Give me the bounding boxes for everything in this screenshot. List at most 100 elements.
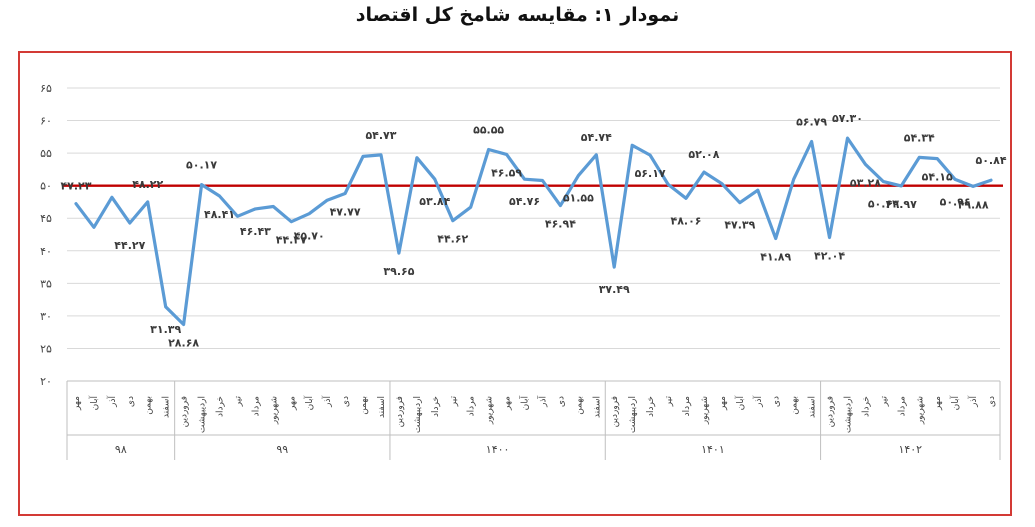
- series-line: [74, 136, 993, 327]
- x-tick-label: تیر: [449, 396, 459, 408]
- x-tick-label: آبان: [88, 396, 100, 411]
- data-label: ۴۷.۳۹: [724, 219, 755, 232]
- x-tick-label: اردیبهشت: [843, 396, 853, 433]
- data-label: ۵۰.۶۳: [868, 198, 899, 211]
- y-tick-label: ۴۵: [40, 212, 52, 225]
- x-group-label: ۱۴۰۱: [701, 443, 725, 456]
- y-tick-label: ۲۵: [40, 342, 52, 355]
- x-tick-label: اسفند: [808, 396, 818, 418]
- x-tick-label: آبان: [949, 396, 961, 411]
- chart-frame: [18, 51, 1012, 516]
- data-label: ۳۷.۴۹: [599, 283, 630, 296]
- data-label: ۴۱.۸۹: [760, 250, 791, 263]
- data-label: ۴۹.۸۸: [958, 198, 989, 211]
- x-tick-label: دی: [126, 396, 136, 407]
- data-label: ۲۸.۶۸: [168, 336, 199, 349]
- data-label: ۴۴.۲۷: [114, 239, 145, 252]
- x-tick-label: آذر: [752, 396, 764, 408]
- data-label: ۵۱.۵۵: [563, 192, 594, 205]
- x-tick-label: شهریور: [915, 396, 925, 425]
- x-tick-label: فروردین: [826, 396, 836, 427]
- series-layer: [74, 136, 993, 327]
- x-group-label: ۱۴۰۰: [486, 443, 510, 456]
- x-tick-label: آذر: [106, 396, 118, 408]
- data-label: ۴۵.۷۰: [294, 230, 325, 243]
- data-label: ۴۴.۴۷: [276, 234, 307, 247]
- x-tick-label: خرداد: [861, 396, 871, 417]
- y-tick-label: ۵۵: [40, 147, 52, 160]
- x-tick-label: شهریور: [269, 396, 279, 425]
- x-tick-label: آبان: [519, 396, 531, 411]
- data-label: ۵۲.۰۸: [688, 148, 719, 161]
- x-tick-label: خرداد: [216, 396, 226, 417]
- data-label: ۵۶.۱۷: [635, 167, 666, 180]
- x-tick-label: اسفند: [162, 396, 172, 418]
- data-label: ۵۴.۳۴: [904, 131, 935, 144]
- x-tick-label: آبان: [734, 396, 746, 411]
- data-label: ۳۹.۶۵: [383, 265, 414, 278]
- x-tick-label: شهریور: [485, 396, 495, 425]
- x-tick-label: آذر: [321, 396, 333, 408]
- y-tick-label: ۳۵: [40, 277, 52, 290]
- chart-title: نمودار ۱: مقایسه شامخ کل اقتصاد: [355, 4, 680, 26]
- x-tick-label: اردیبهشت: [198, 396, 208, 433]
- data-label: ۴۸.۴۱: [204, 208, 235, 221]
- data-label: ۴۶.۵۹: [491, 166, 522, 179]
- data-label: ۵۴.۷۶: [509, 195, 540, 208]
- x-tick-label: اردیبهشت: [413, 396, 423, 433]
- x-group-label: ۹۸: [115, 443, 127, 456]
- y-tick-label: ۶۵: [40, 82, 52, 95]
- x-tick-label: آبان: [303, 396, 315, 411]
- x-tick-label: فروردین: [180, 396, 190, 427]
- data-label: ۴۷.۷۷: [330, 205, 361, 218]
- x-tick-label: آذر: [967, 396, 979, 408]
- x-tick-label: مهر: [287, 396, 297, 411]
- data-label: ۴۹.۹۷: [886, 198, 917, 211]
- x-tick-label: تیر: [233, 396, 243, 408]
- y-tick-label: ۲۰: [40, 375, 52, 388]
- data-label: ۴۶.۹۴: [545, 218, 576, 231]
- x-tick-label: اردیبهشت: [628, 396, 638, 433]
- x-tick-label: خرداد: [431, 396, 441, 417]
- data-label: ۴۶.۴۳: [240, 225, 271, 238]
- data-label: ۵۵.۵۵: [473, 124, 504, 137]
- x-tick-label: خرداد: [646, 396, 656, 417]
- x-tick-label: مرداد: [897, 396, 907, 416]
- data-label: ۴۲.۰۴: [814, 249, 845, 262]
- x-group-label: ۹۹: [276, 443, 288, 456]
- y-tick-label: ۵۰: [40, 180, 52, 193]
- x-tick-label: مهر: [72, 396, 82, 411]
- x-tick-label: مرداد: [467, 396, 477, 416]
- data-label: ۳۱.۳۹: [150, 323, 181, 336]
- x-tick-label: مرداد: [682, 396, 692, 416]
- x-tick-label: مهر: [718, 396, 728, 411]
- data-label: ۵۴.۱۵: [922, 171, 953, 184]
- x-tick-label: دی: [987, 396, 997, 407]
- x-tick-label: تیر: [879, 396, 889, 408]
- x-tick-label: آذر: [536, 396, 548, 408]
- y-tick-label: ۳۰: [40, 310, 52, 323]
- x-tick-label: بهمن: [359, 396, 369, 415]
- y-tick-label: ۴۰: [40, 245, 52, 258]
- data-label: ۵۴.۷۳: [365, 129, 396, 142]
- data-label: ۵۰.۹۶: [940, 195, 971, 208]
- x-tick-label: بهمن: [790, 396, 800, 415]
- data-label: ۵۷.۳۰: [832, 112, 863, 125]
- axes: ۲۰ ۲۵ ۳۰ ۳۵ ۴۰ ۴۵ ۵۰ ۵۵ ۶۰ ۶۵ مهر آبان آذر دی بهمن اسفن…: [40, 82, 1001, 460]
- data-label: ۵۴.۷۴: [581, 131, 612, 144]
- data-label: ۵۶.۷۹: [796, 115, 827, 128]
- x-tick-label: بهمن: [144, 396, 154, 415]
- data-label: ۴۸.۰۶: [670, 214, 701, 227]
- data-label: ۴۴.۶۲: [437, 233, 468, 246]
- data-label: ۵۰.۱۷: [186, 159, 217, 172]
- x-tick-label: دی: [772, 396, 782, 407]
- x-tick-label: فروردین: [610, 396, 620, 427]
- x-group-label: ۱۴۰۲: [898, 443, 922, 456]
- x-tick-label: مهر: [503, 396, 513, 411]
- x-tick-label: فروردین: [395, 396, 405, 427]
- x-tick-label: مرداد: [251, 396, 261, 416]
- x-tick-label: تیر: [664, 396, 674, 408]
- x-tick-label: شهریور: [700, 396, 710, 425]
